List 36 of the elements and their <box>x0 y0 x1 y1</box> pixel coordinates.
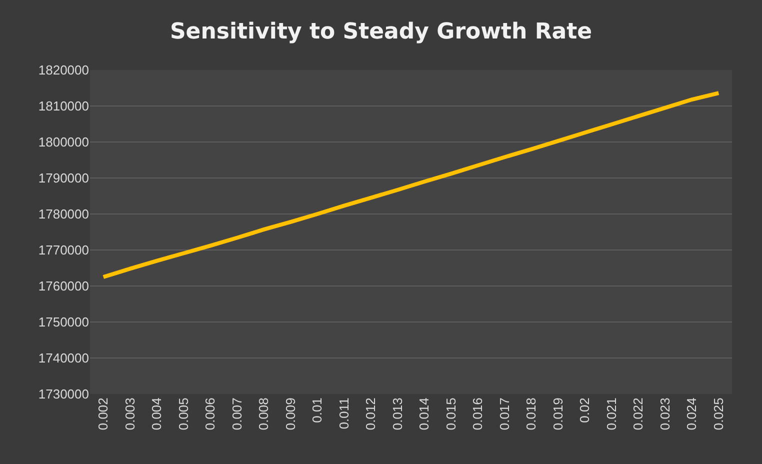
y-tick-label: 1770000 <box>38 242 89 258</box>
x-tick-label: 0.004 <box>149 398 164 430</box>
x-tick-label: 0.014 <box>416 398 432 430</box>
x-tick-label: 0.019 <box>550 398 566 430</box>
x-tick-label: 0.02 <box>577 398 592 423</box>
y-tick-label: 1800000 <box>38 134 89 150</box>
x-tick-label: 0.003 <box>122 398 138 430</box>
x-tick-label: 0.021 <box>604 398 619 430</box>
x-tick-label: 0.005 <box>176 398 191 430</box>
x-tick-label: 0.013 <box>390 398 405 430</box>
x-tick-label: 0.022 <box>630 398 646 430</box>
x-tick-label: 0.009 <box>282 398 298 430</box>
x-tick-label: 0.018 <box>524 398 539 430</box>
chart-title: Sensitivity to Steady Growth Rate <box>170 20 592 45</box>
x-tick-label: 0.023 <box>657 398 672 430</box>
y-tick-label: 1740000 <box>38 350 89 366</box>
line-series <box>101 91 721 279</box>
y-tick-label: 1760000 <box>38 278 89 294</box>
y-tick-label: 1790000 <box>38 170 89 186</box>
y-tick-label: 1780000 <box>38 206 89 222</box>
y-tick-label: 1750000 <box>38 314 89 330</box>
x-tick-label: 0.017 <box>496 398 512 430</box>
x-tick-label: 0.01 <box>310 398 325 423</box>
x-tick-label: 0.012 <box>363 398 378 430</box>
x-tick-label: 0.011 <box>336 398 352 430</box>
x-tick-label: 0.002 <box>96 398 111 430</box>
x-tick-label: 0.006 <box>202 398 218 430</box>
x-tick-label: 0.024 <box>684 398 700 430</box>
x-tick-label: 0.007 <box>229 398 244 430</box>
x-tick-label: 0.015 <box>443 398 458 430</box>
x-tick-label: 0.008 <box>256 398 272 430</box>
x-tick-label: 0.025 <box>710 398 726 430</box>
y-tick-label: 1820000 <box>38 62 89 78</box>
y-tick-label: 1810000 <box>38 98 89 114</box>
y-tick-label: 1730000 <box>38 386 89 402</box>
x-tick-label: 0.016 <box>470 398 486 430</box>
